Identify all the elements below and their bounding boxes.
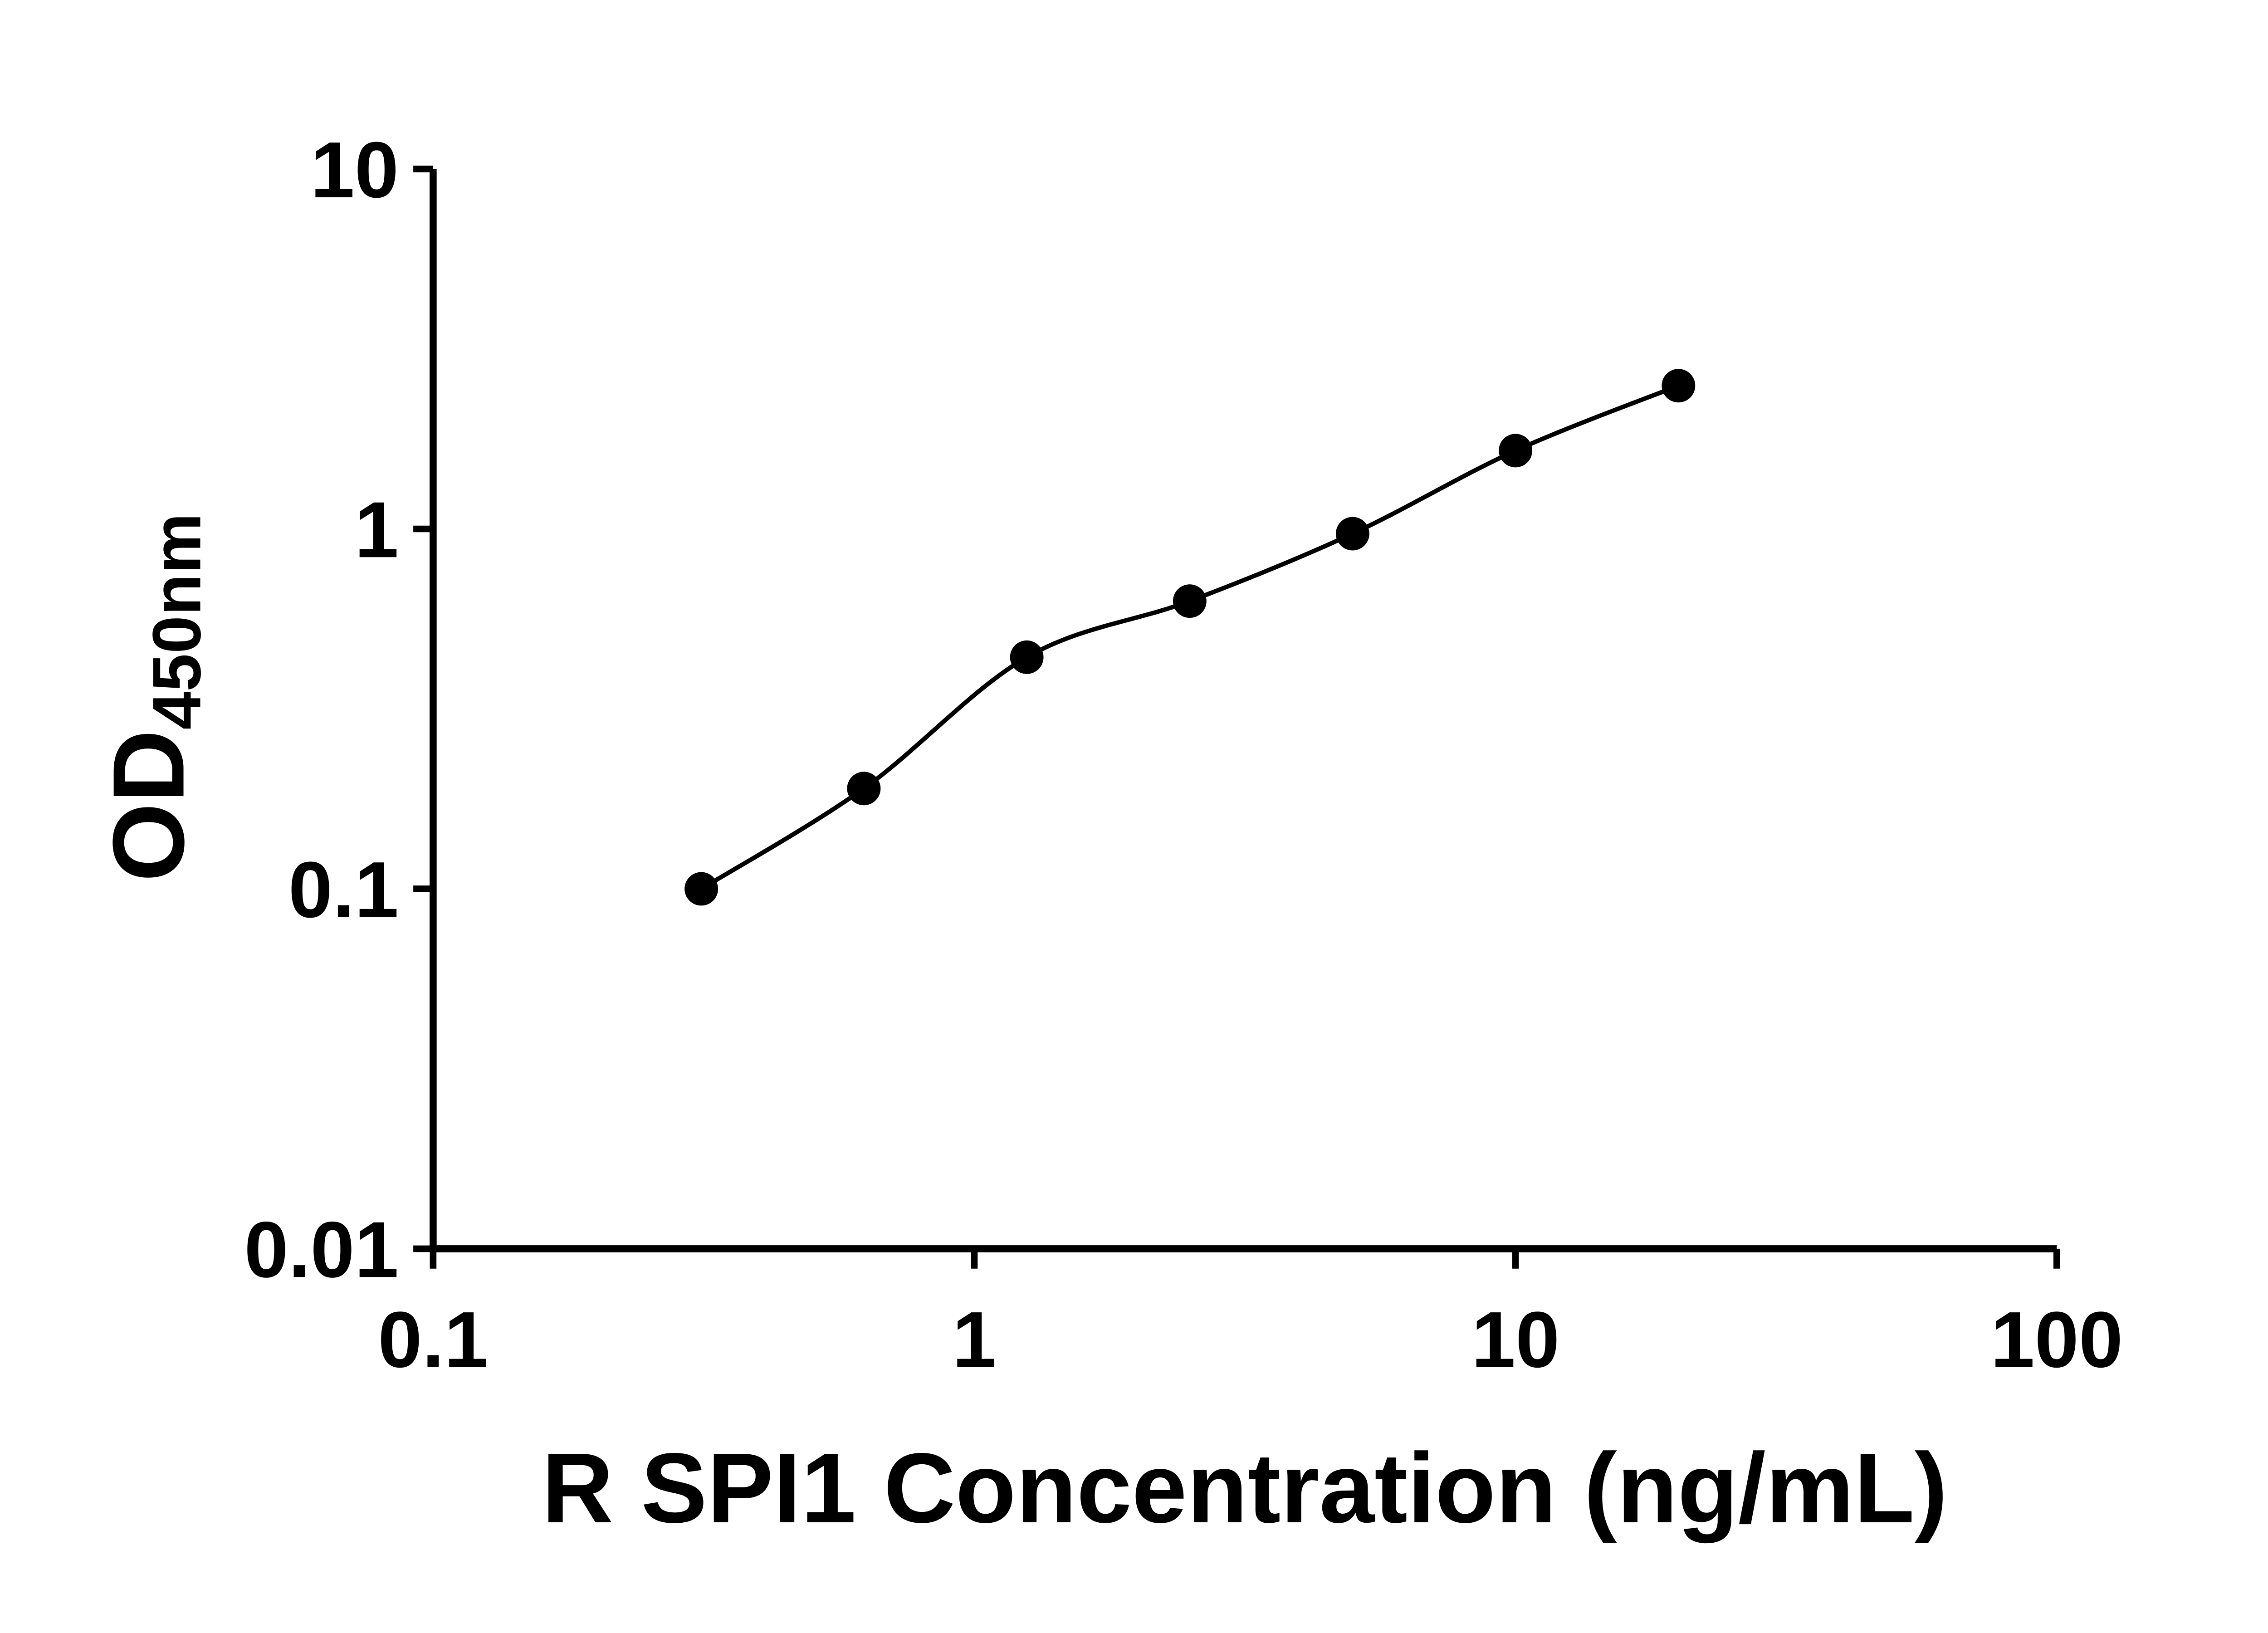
data-point-marker	[1335, 517, 1369, 551]
y-axis-ticks	[413, 166, 433, 1252]
data-point-marker	[1010, 640, 1044, 674]
x-axis-ticks	[430, 1248, 2060, 1269]
data-point-marker	[1499, 434, 1533, 468]
x-tick-labels: 0.1 1 10 100	[378, 1296, 2123, 1384]
y-axis-title: OD450nm	[93, 513, 215, 882]
data-point-marker	[1173, 584, 1207, 618]
axis-lines	[430, 169, 2057, 1252]
y-tick-label: 10	[310, 126, 399, 215]
data-point-marker	[1662, 369, 1696, 403]
y-axis-title-subscript: 450nm	[138, 513, 215, 730]
x-tick-label: 1	[952, 1296, 996, 1384]
y-tick-label: 0.01	[244, 1206, 399, 1294]
fit-curve-line	[699, 383, 1681, 891]
y-tick-labels: 0.01 0.1 1 10	[244, 126, 399, 1294]
x-axis-title: R SPI1 Concentration (ng/mL)	[542, 1433, 1947, 1544]
y-axis-title-main: OD	[93, 729, 205, 881]
data-point-marker	[847, 772, 881, 806]
y-tick-label: 0.1	[288, 846, 399, 934]
data-point-marker	[684, 872, 719, 906]
y-tick-label: 1	[355, 486, 399, 574]
x-tick-label: 100	[1990, 1296, 2123, 1384]
x-tick-label: 10	[1471, 1296, 1560, 1384]
data-points	[684, 369, 1696, 906]
x-tick-label: 0.1	[378, 1296, 488, 1384]
